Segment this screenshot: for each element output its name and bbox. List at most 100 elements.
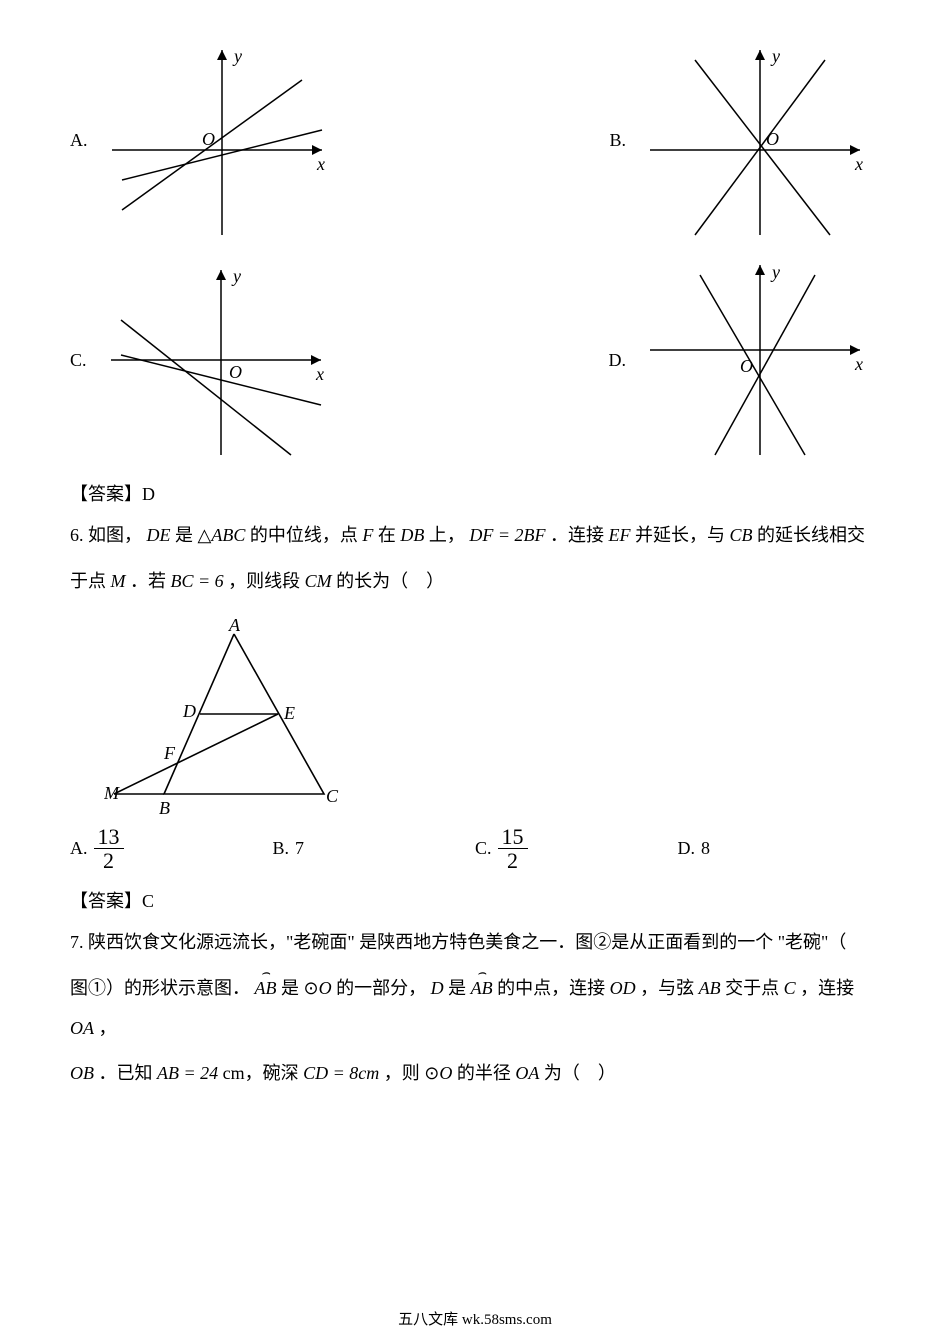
q6-opt-B: B. 7 [273,825,476,872]
q6-opt-A-label: A. [70,838,88,859]
choice-B-label: B. [609,130,626,151]
graph-D-svg: O x y [640,260,880,460]
svg-text:O: O [740,356,753,376]
figB: B [159,798,170,818]
q7-l2h: ，连接 [800,978,854,998]
figE: E [283,703,295,723]
q7-O2: O [439,1063,452,1083]
q7-O1: O [319,978,332,998]
q7-l2e: 的中点，连接 [497,978,610,998]
svg-text:x: x [854,354,863,374]
choice-C: C. O x y [70,260,341,460]
q6-l2b: ．若 [130,571,171,591]
svg-text:y: y [232,46,242,66]
q7-C: C [784,978,796,998]
q6-ABC: ABC [211,525,245,545]
q7-l2f: ，与弦 [640,978,699,998]
figM: M [104,783,120,803]
choice-D-label: D. [609,350,627,371]
svg-text:O: O [202,129,215,149]
q7-CDeq: CD = 8cm [303,1063,379,1083]
graph-C-svg: O x y [101,260,341,460]
q6-opt-B-val: 7 [295,838,304,859]
svg-text:y: y [770,46,780,66]
q6-opt-A-frac: 13 2 [94,825,124,872]
svg-text:y: y [231,266,241,286]
q7-l3a: ．已知 [99,1063,158,1083]
q7-ABarc1: AB [255,969,277,1009]
figD: D [182,701,196,721]
answer-q6-val: C [142,891,154,911]
q7-num: 7. [70,932,88,952]
q6-num: 6. 如图， [70,525,142,545]
q7-AB: AB [699,978,721,998]
q6-CM: CM [305,571,332,591]
figF: F [163,743,176,763]
q6-t1: 是 [175,525,198,545]
q6-t6: 并延长，与 [635,525,730,545]
q7-OD: OD [610,978,636,998]
choice-C-label: C. [70,350,87,371]
q7-line3: OB ．已知 AB = 24 cm，碗深 CD = 8cm ，则 ⊙O 的半径 … [70,1054,880,1094]
page-footer: 五八文库 wk.58sms.com [0,1308,950,1329]
q7-ABeq: AB = 24 [157,1063,218,1083]
choice-A-label: A. [70,130,88,151]
q6-opt-A: A. 13 2 [70,825,273,872]
q6-DB: DB [400,525,424,545]
svg-text:x: x [316,154,325,174]
q6-opt-D-val: 8 [701,838,710,859]
q6-BCeq: BC = 6 [171,571,224,591]
q6-opt-C: C. 15 2 [475,825,678,872]
q7-l3e: 为（ ） [544,1063,616,1083]
q6-t7: 的延长线相交 [757,525,865,545]
q6-line1: 6. 如图， DE 是 △ABC 的中位线，点 F 在 DB 上， DF = 2… [70,516,880,556]
q7-l1: 陕西饮食文化源远流长，"老碗面" 是陕西地方特色美食之一．图②是从正面看到的一个… [88,932,846,952]
q7-D: D [431,978,444,998]
q6-opt-D-label: D. [678,838,696,859]
q6-opt-C-label: C. [475,838,492,859]
q6-figure: A D E F M B C [104,619,880,819]
q6-t3: 在 [378,525,401,545]
choice-B: B. O x y [609,40,880,240]
svg-text:O: O [229,362,242,382]
q7-l2i: ， [99,1018,117,1038]
svg-text:O: O [766,129,779,149]
q6-EF: EF [608,525,630,545]
q6-opt-C-frac: 15 2 [498,825,528,872]
q6-t5: ．连接 [550,525,609,545]
q6-options: A. 13 2 B. 7 C. 15 2 D. 8 [70,825,880,872]
figA: A [228,619,241,635]
svg-text:x: x [854,154,863,174]
q7-l3c: ，则 [384,1063,425,1083]
figC: C [326,786,339,806]
q6-t4: 上， [429,525,465,545]
q6-l2a: 于点 [70,571,111,591]
q7-l2a: 图①）的形状示意图． [70,978,250,998]
q6-DE: DE [147,525,171,545]
q7-l3d: 的半径 [457,1063,516,1083]
answer-q5-prefix: 【答案】 [70,484,142,504]
q6-opt-D: D. 8 [678,825,881,872]
q6-CB: CB [729,525,752,545]
graph-choice-row-1: A. O x y B. O x [70,40,880,240]
answer-q6: 【答案】C [70,887,880,913]
graph-choice-row-2: C. O x y D. O x y [70,260,880,460]
q7-ABarc2: AB [471,969,493,1009]
q7-OB: OB [70,1063,94,1083]
q6-l2c: ，则线段 [228,571,305,591]
q6-opt-B-label: B. [273,838,290,859]
q6-DFeq: DF = 2BF [469,525,545,545]
q7-line1: 7. 陕西饮食文化源远流长，"老碗面" 是陕西地方特色美食之一．图②是从正面看到… [70,923,880,963]
svg-text:x: x [315,364,324,384]
answer-q5: 【答案】D [70,480,880,506]
graph-B-svg: O x y [640,40,880,240]
q6-M: M [111,571,126,591]
q6-l2d: 的长为（ ） [336,571,444,591]
q7-l3b: cm，碗深 [223,1063,304,1083]
q6-F: F [362,525,373,545]
graph-A-svg: O x y [102,40,342,240]
answer-q5-val: D [142,484,155,504]
q7-l2b: 是 [281,978,304,998]
q7-l2g: 交于点 [725,978,784,998]
answer-q6-prefix: 【答案】 [70,891,142,911]
